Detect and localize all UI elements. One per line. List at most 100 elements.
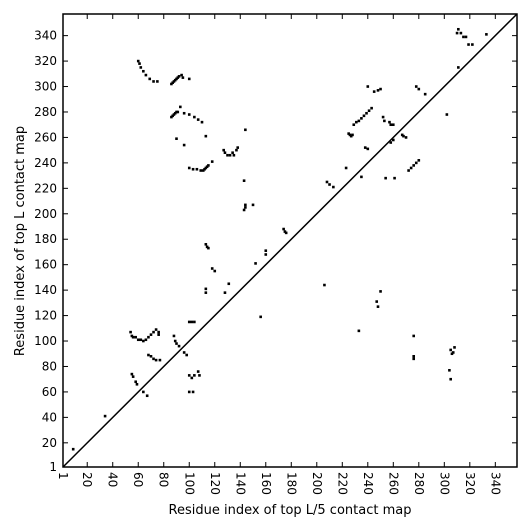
contact-point <box>187 390 191 394</box>
contact-point <box>449 377 452 381</box>
contact-point <box>190 376 194 380</box>
contact-point <box>196 118 200 121</box>
contact-point <box>393 176 396 180</box>
contact-point <box>464 35 468 39</box>
contact-point <box>223 151 227 154</box>
contact-point <box>407 169 410 172</box>
contact-point <box>149 354 153 358</box>
contact-point <box>344 166 348 170</box>
contact-point <box>423 92 427 96</box>
contact-point <box>172 334 176 338</box>
contact-point <box>328 183 331 186</box>
contact-point <box>154 328 158 331</box>
contact-point <box>451 351 455 354</box>
x-tick-label: 160 <box>259 472 273 495</box>
contact-point <box>147 353 150 357</box>
contact-point <box>177 344 181 348</box>
x-tick-label: 220 <box>335 472 349 495</box>
contact-point <box>417 87 421 91</box>
contact-point <box>199 169 203 172</box>
contact-point <box>232 153 236 157</box>
contact-point <box>254 262 257 265</box>
contact-point <box>152 80 155 83</box>
contact-point <box>453 346 456 349</box>
y-tick-label: 200 <box>34 207 57 221</box>
contact-point <box>388 120 391 124</box>
contact-point <box>134 380 137 384</box>
contact-point <box>367 109 371 113</box>
x-tick-label: 200 <box>310 472 324 495</box>
contact-point <box>198 374 201 377</box>
contact-point <box>152 357 155 361</box>
y-tick-label: 180 <box>34 232 57 246</box>
y-tick-label: 20 <box>42 436 57 450</box>
contact-point <box>193 115 196 119</box>
contact-point <box>130 372 134 376</box>
contact-point <box>145 394 149 398</box>
contact-point <box>191 390 195 394</box>
contact-point <box>235 148 238 152</box>
contact-point <box>391 138 395 142</box>
contact-point <box>323 283 326 287</box>
contact-point <box>236 146 240 149</box>
contact-point <box>157 330 160 334</box>
contact-point <box>144 338 148 342</box>
contact-point <box>142 390 145 394</box>
y-tick-label: 160 <box>34 258 57 272</box>
contact-point <box>362 114 366 118</box>
contact-point <box>228 153 232 157</box>
x-tick-label: 1 <box>56 472 70 480</box>
contact-point <box>210 267 214 270</box>
x-tick-label: 60 <box>131 472 145 487</box>
contact-point <box>357 329 361 333</box>
x-tick-label: 120 <box>208 472 222 495</box>
x-tick-label: 280 <box>412 472 426 495</box>
contact-point <box>402 134 405 138</box>
contact-point <box>384 176 387 180</box>
contact-point <box>195 167 199 171</box>
contact-point <box>175 137 178 141</box>
y-axis-label: Residue index of top L contact map <box>13 126 28 356</box>
x-tick-label: 80 <box>157 472 171 487</box>
contact-point <box>187 77 191 81</box>
contact-point <box>459 31 463 35</box>
plot-frame <box>62 13 518 468</box>
contact-point <box>467 43 470 46</box>
contact-point <box>264 249 268 252</box>
y-tick-label: 100 <box>34 334 57 348</box>
contact-point <box>152 330 155 334</box>
contact-point <box>404 136 408 139</box>
contact-point <box>136 59 140 63</box>
contact-point <box>134 335 137 339</box>
contact-point <box>187 374 191 377</box>
contact-point <box>204 291 208 294</box>
x-tick-label: 300 <box>437 472 451 495</box>
x-tick-label: 340 <box>488 472 502 495</box>
contact-point <box>187 320 191 324</box>
contact-point <box>412 354 416 358</box>
contact-point <box>355 120 358 124</box>
contact-point <box>227 282 231 286</box>
contact-point <box>139 338 143 342</box>
contact-point <box>449 348 452 352</box>
contact-point <box>135 382 139 386</box>
contact-point <box>193 320 196 324</box>
contact-point <box>352 123 356 127</box>
y-tick-label: 220 <box>34 181 57 195</box>
contact-point <box>259 315 262 319</box>
y-tick-label: 260 <box>34 130 57 144</box>
contact-point <box>226 153 229 157</box>
x-tick-label: 240 <box>361 472 375 495</box>
contact-point <box>244 206 247 209</box>
contact-point <box>204 287 208 291</box>
contact-point <box>175 342 178 345</box>
contact-point <box>448 368 451 372</box>
contact-point <box>210 160 214 163</box>
contact-point <box>284 231 288 235</box>
contact-point <box>366 85 370 88</box>
contact-point <box>412 334 416 338</box>
y-tick-label: 40 <box>42 410 57 424</box>
contact-point <box>445 113 449 116</box>
contact-point <box>251 203 255 207</box>
contact-point <box>383 119 386 123</box>
